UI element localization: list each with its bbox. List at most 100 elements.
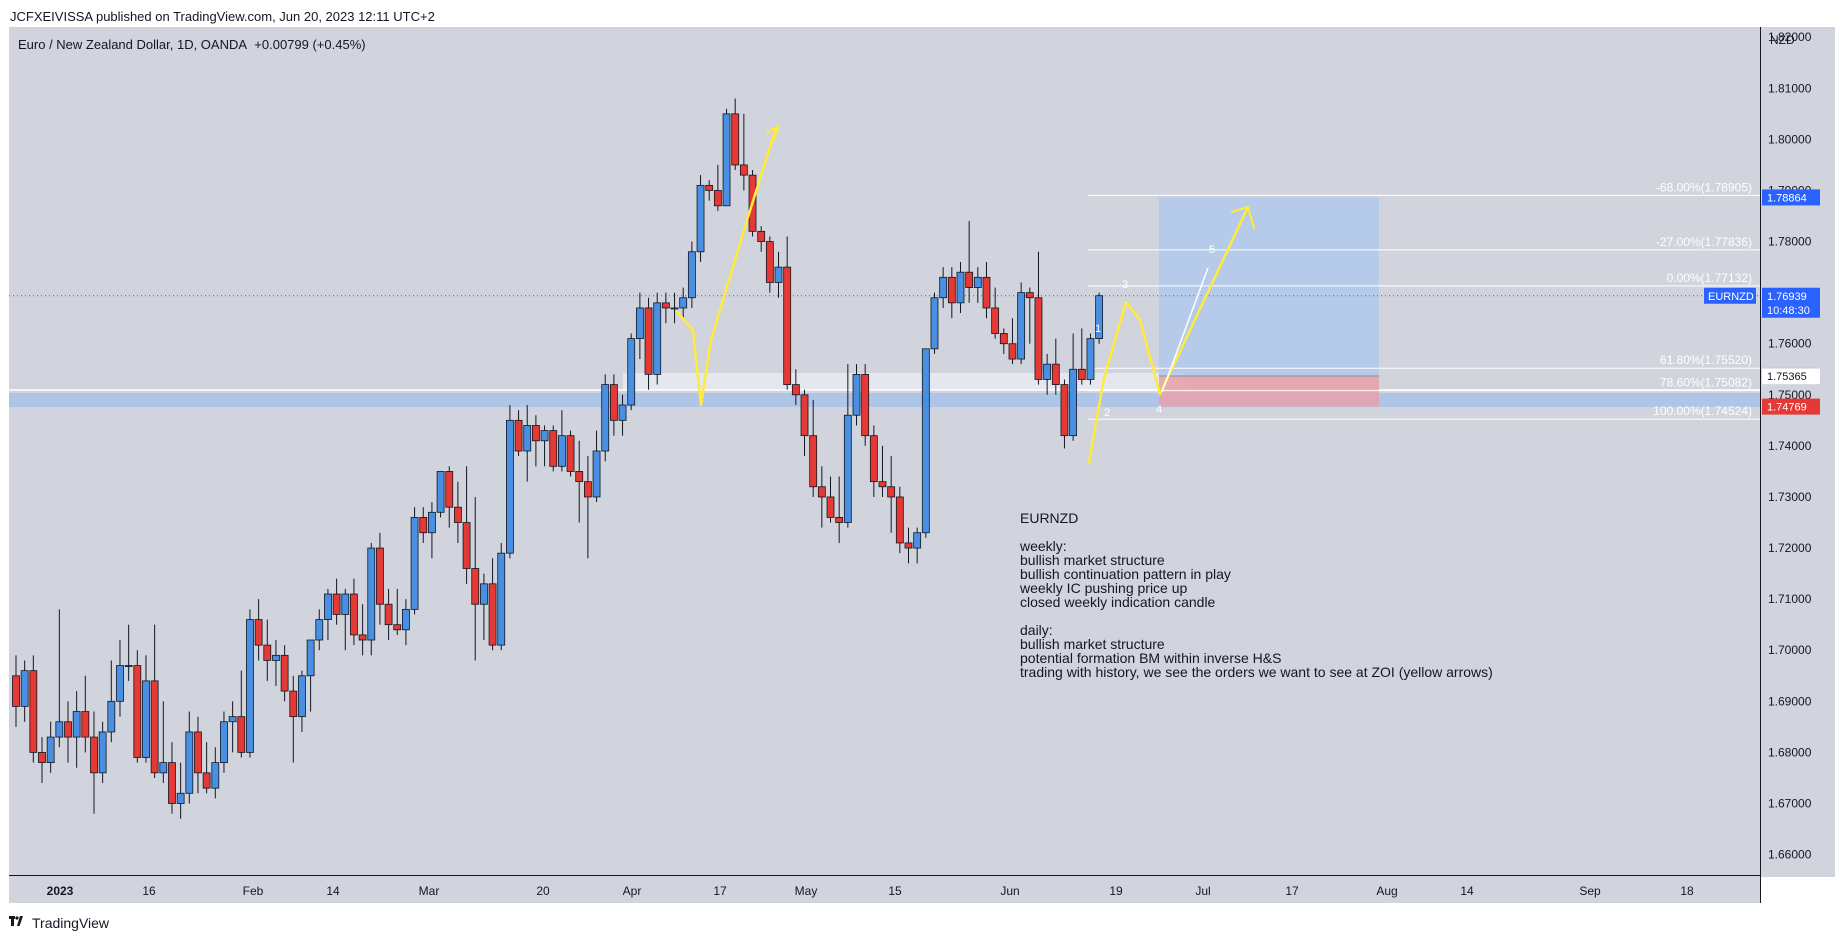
price-tag-background	[1762, 368, 1820, 385]
bullish-candle	[627, 338, 636, 406]
note-line: bullish market structure	[1020, 552, 1165, 568]
bullish-candle	[843, 414, 852, 523]
bearish-candle	[549, 430, 558, 467]
y-tick-label: 1.67000	[1768, 796, 1812, 810]
bullish-candle	[480, 583, 488, 605]
x-tick-label: 14	[326, 884, 340, 898]
bearish-candle	[90, 736, 98, 774]
bullish-candle	[1069, 368, 1078, 437]
bullish-candle	[939, 276, 948, 299]
bullish-candle	[46, 736, 55, 764]
fib-level-label: 61.80%(1.75520)	[1660, 353, 1752, 367]
bearish-candle	[791, 384, 800, 396]
bearish-candle	[419, 517, 428, 534]
bullish-candle	[72, 711, 81, 738]
bullish-candle	[540, 430, 549, 442]
bullish-candle	[1095, 295, 1104, 340]
bearish-candle	[887, 486, 896, 498]
price-tag-label: 1.78864	[1767, 192, 1807, 204]
bearish-candle	[982, 276, 991, 309]
price-axis-background	[1761, 27, 1835, 877]
bearish-candle	[332, 593, 341, 615]
bearish-candle	[254, 619, 263, 646]
countdown-label: 10:48:30	[1767, 305, 1810, 317]
symbol-tag-label: EURNZD	[1708, 291, 1754, 303]
wave-label: 3	[1122, 279, 1128, 291]
bullish-candle	[653, 302, 662, 375]
bearish-candle	[488, 583, 497, 646]
bearish-candle	[150, 680, 159, 774]
x-tick-label: Aug	[1376, 884, 1397, 898]
chart-title: Euro / New Zealand Dollar, 1D, OANDA	[18, 37, 248, 52]
published-header: JCFXEIVISSA published on TradingView.com…	[0, 0, 1835, 27]
y-tick-label: 1.76000	[1768, 337, 1812, 351]
price-tag-label: 1.74769	[1767, 402, 1807, 414]
bullish-candle	[852, 373, 861, 416]
bullish-candle	[246, 619, 254, 753]
price-tag-label: 1.76939	[1767, 291, 1807, 303]
bullish-candle	[523, 425, 532, 452]
bullish-candle	[159, 762, 168, 774]
bullish-candle	[497, 552, 506, 646]
bearish-candle	[194, 731, 202, 774]
bearish-candle	[731, 113, 740, 166]
y-tick-label: 1.74000	[1768, 439, 1812, 453]
bearish-candle	[280, 654, 289, 692]
bullish-candle	[1086, 338, 1095, 380]
note-line: daily:	[1020, 622, 1053, 638]
bullish-candle	[696, 184, 705, 253]
x-tick-label: Mar	[419, 884, 440, 898]
fib-level-label: 78.60%(1.75082)	[1660, 376, 1752, 390]
bearish-candle	[965, 271, 974, 288]
long-position-stop-zone	[1159, 375, 1379, 407]
bullish-candle	[679, 297, 688, 309]
bearish-candle	[1025, 292, 1034, 299]
bullish-candle	[618, 404, 627, 421]
y-tick-label: 1.70000	[1768, 643, 1812, 657]
bearish-candle	[583, 481, 592, 498]
bullish-candle	[298, 675, 306, 718]
bearish-candle	[393, 624, 402, 631]
bullish-candle	[635, 307, 644, 340]
bearish-candle	[800, 394, 809, 437]
bullish-candle	[428, 511, 436, 534]
footer: TradingView	[0, 904, 1835, 938]
wave-label: 4	[1156, 404, 1162, 416]
note-line: closed weekly indication candle	[1020, 594, 1216, 610]
x-tick-label: Feb	[243, 884, 264, 898]
bullish-candle	[116, 665, 124, 702]
x-tick-label: 17	[713, 884, 727, 898]
x-tick-label: Sep	[1579, 884, 1601, 898]
bearish-candle	[29, 670, 38, 753]
bearish-candle	[947, 276, 956, 304]
price-tag-background	[1762, 398, 1820, 415]
yellow-arrowhead	[766, 125, 779, 141]
y-tick-label: 1.80000	[1768, 132, 1812, 146]
bullish-candle	[670, 307, 679, 310]
bullish-candle	[921, 348, 930, 534]
bullish-candle	[722, 113, 731, 207]
y-tick-label: 1.75000	[1768, 388, 1812, 402]
bullish-candle	[687, 251, 696, 299]
bearish-candle	[289, 690, 298, 718]
bearish-candle	[609, 384, 618, 421]
y-tick-label: 1.68000	[1768, 745, 1812, 759]
bearish-candle	[1034, 297, 1043, 380]
bearish-candle	[705, 184, 714, 191]
y-tick-label: 1.82000	[1768, 30, 1812, 44]
bullish-candle	[506, 419, 514, 554]
bullish-candle	[367, 547, 376, 641]
x-tick-label: 18	[1680, 884, 1694, 898]
y-axis-currency-label: NZD	[1770, 33, 1795, 47]
bearish-candle	[904, 542, 913, 549]
tradingview-logo-icon[interactable]	[9, 914, 23, 928]
x-tick-label: 15	[888, 884, 902, 898]
y-tick-label: 1.72000	[1768, 541, 1812, 555]
bearish-candle	[471, 568, 480, 605]
x-tick-label: 14	[1460, 884, 1474, 898]
bullish-candle	[20, 670, 29, 707]
bearish-candle	[783, 266, 792, 385]
footer-brand[interactable]: TradingView	[32, 915, 110, 931]
x-tick-label: 17	[1285, 884, 1299, 898]
